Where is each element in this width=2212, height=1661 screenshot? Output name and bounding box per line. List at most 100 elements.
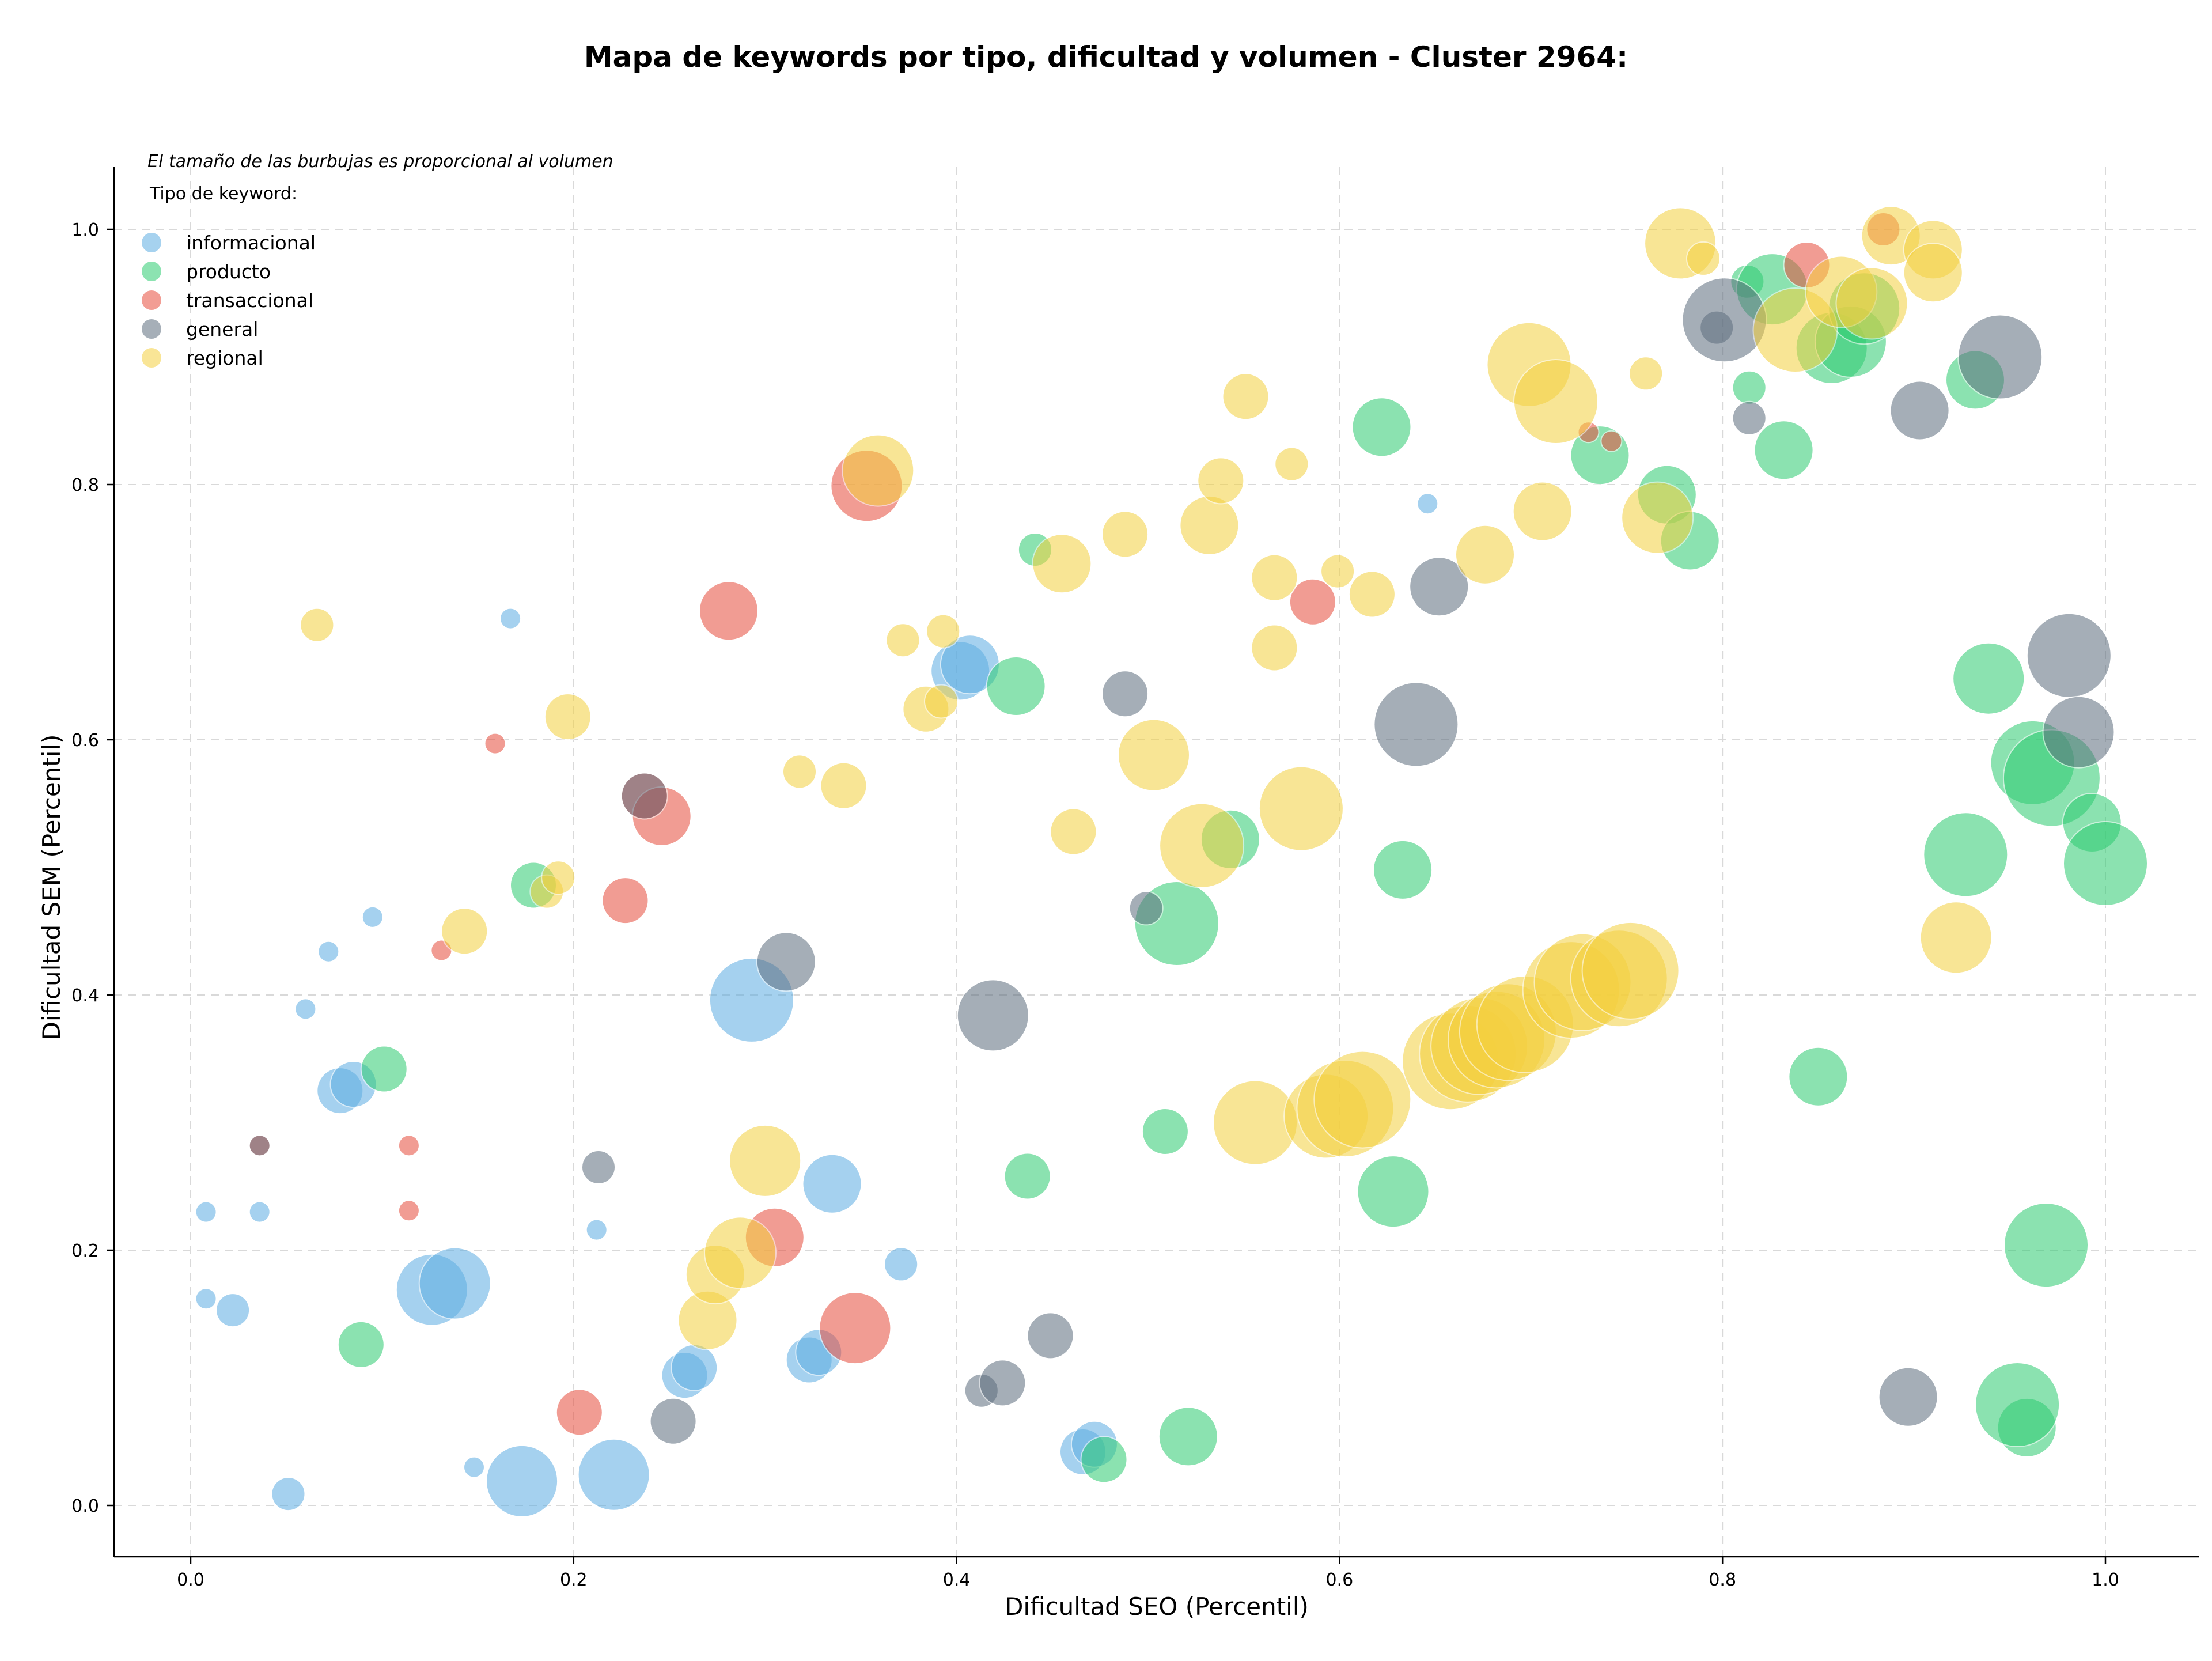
bubble-regional xyxy=(729,1124,802,1197)
bubble-transaccional xyxy=(1289,578,1336,626)
bubble-informacional xyxy=(294,998,317,1020)
axes xyxy=(113,167,2199,1558)
bubble-transaccional xyxy=(555,1388,603,1436)
y-tick-label: 0.2 xyxy=(71,1241,99,1261)
bubble-producto xyxy=(1788,1046,1849,1107)
legend-marker xyxy=(142,348,161,368)
bubble-regional xyxy=(1222,373,1270,421)
legend-item-general: general xyxy=(142,318,258,340)
bubble-transaccional xyxy=(699,581,759,641)
bubble-producto xyxy=(337,1321,385,1368)
legend-marker xyxy=(142,233,161,252)
bubble-general xyxy=(1409,557,1469,617)
legend-label: transaccional xyxy=(186,289,313,312)
series-producto xyxy=(337,253,2148,1484)
legend-item-informacional: informacional xyxy=(142,232,316,254)
bubble-general xyxy=(1957,314,2043,400)
legend-label: informacional xyxy=(186,232,316,254)
bubble-producto xyxy=(1975,1362,2061,1447)
bubble-producto xyxy=(360,1045,408,1093)
bubble-producto xyxy=(1003,1152,1051,1200)
x-ticks: 0.0 0.2 0.4 0.6 0.8 1.0 xyxy=(177,1557,2119,1590)
y-tick-label: 0.8 xyxy=(71,475,99,495)
bubble-regional xyxy=(1686,241,1721,276)
bubble-informacional xyxy=(361,906,384,928)
legend-marker xyxy=(142,290,161,310)
bubble-regional xyxy=(1197,457,1245,505)
bubble-general xyxy=(620,772,668,820)
bubble-regional xyxy=(1101,510,1149,558)
bubble-general xyxy=(1681,277,1767,363)
x-tick-label: 1.0 xyxy=(2092,1570,2119,1590)
x-tick-label: 0.6 xyxy=(1326,1570,1354,1590)
bubble-producto xyxy=(1923,812,2009,898)
bubble-informacional xyxy=(671,1344,718,1391)
bubble-transaccional xyxy=(601,877,649,925)
bubble-informacional xyxy=(317,940,340,963)
bubble-producto xyxy=(1080,1436,1128,1484)
bubble-regional xyxy=(1903,243,1963,303)
bubble-producto xyxy=(1732,370,1767,405)
chart-title: Mapa de keywords por tipo, dificultad y … xyxy=(584,40,1628,74)
bubble-regional xyxy=(885,623,921,658)
bubble-informacional xyxy=(215,1293,251,1328)
bubble-general xyxy=(1889,380,1950,441)
bubble-informacional xyxy=(271,1477,306,1512)
bubble-regional xyxy=(704,1216,777,1289)
bubble-producto xyxy=(1357,1155,1430,1228)
bubble-informacional xyxy=(463,1456,485,1478)
bubble-producto xyxy=(1351,397,1412,457)
bubble-informacional xyxy=(577,1438,650,1511)
bubble-regional xyxy=(820,762,868,809)
bubble-informacional xyxy=(499,607,522,630)
bubble-producto xyxy=(2063,820,2148,906)
bubble-regional xyxy=(1118,718,1190,792)
bubble-informacional xyxy=(195,1288,217,1310)
bubble-general xyxy=(649,1397,697,1445)
bubble-size-note: El tamaño de las burbujas es proporciona… xyxy=(147,152,613,172)
bubble-transaccional xyxy=(819,1292,892,1365)
bubble-producto xyxy=(1141,1108,1189,1155)
bubble-transaccional xyxy=(484,732,506,755)
bubble-general xyxy=(1373,682,1459,767)
bubble-regional xyxy=(1258,766,1344,852)
bubble-producto xyxy=(2003,1202,2089,1288)
bubble-regional xyxy=(1320,554,1355,589)
series-regional xyxy=(300,206,1993,1350)
y-tick-label: 0.0 xyxy=(71,1496,99,1516)
bubble-regional xyxy=(1513,359,1599,444)
bubble-regional xyxy=(1251,624,1298,672)
bubble-regional xyxy=(924,684,959,719)
bubble-producto xyxy=(1373,839,1433,900)
bubble-general xyxy=(2026,612,2112,698)
x-tick-label: 0.2 xyxy=(560,1570,588,1590)
bubble-producto xyxy=(1158,1406,1218,1467)
legend-label: general xyxy=(186,318,258,340)
bubble-general xyxy=(1878,1367,1938,1427)
bubble-regional xyxy=(1032,534,1092,594)
y-tick-label: 0.4 xyxy=(71,986,99,1006)
bubble-regional xyxy=(1628,356,1664,391)
bubble-regional xyxy=(1274,447,1309,482)
bubble-regional xyxy=(1581,921,1680,1020)
bubble-regional xyxy=(1179,495,1240,555)
bubble-regional xyxy=(1050,808,1097,856)
bubble-general xyxy=(581,1150,616,1185)
bubble-regional xyxy=(1512,481,1573,542)
bubble-informacional xyxy=(884,1247,919,1282)
bubble-regional xyxy=(926,614,961,649)
bubble-regional xyxy=(441,907,488,955)
x-axis-label: Dificultad SEO (Percentil) xyxy=(1005,1592,1309,1621)
bubble-regional xyxy=(300,607,335,642)
bubble-regional xyxy=(1835,267,1908,340)
bubble-general xyxy=(2042,695,2115,769)
bubble-regional xyxy=(1159,803,1245,888)
bubble-regional xyxy=(1313,1050,1412,1149)
legend-label: regional xyxy=(186,347,263,369)
bubble-informacional xyxy=(585,1219,608,1241)
bubble-informacional xyxy=(802,1153,862,1214)
bubble-informacional xyxy=(486,1444,559,1518)
bubble-regional xyxy=(544,693,592,741)
bubble-transaccional xyxy=(1600,430,1623,452)
